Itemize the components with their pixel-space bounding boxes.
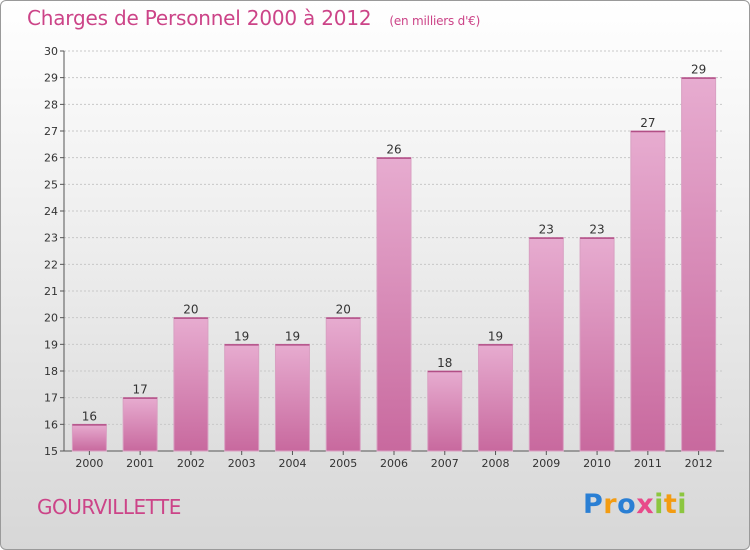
data-label: 20 [183,303,198,317]
x-tick-label: 2008 [482,457,510,470]
bar [478,343,514,452]
y-tick-label: 22 [44,258,58,271]
x-tick-label: 2007 [431,457,459,470]
y-tick-label: 27 [44,125,58,138]
chart-title: Charges de Personnel 2000 à 2012 (en mill… [27,6,480,30]
x-tick-label: 2012 [685,457,713,470]
y-tick-label: 28 [44,98,58,111]
y-tick-label: 15 [44,445,58,458]
y-tick-label: 20 [44,312,58,325]
bar [681,77,717,452]
logo-letter: r [603,489,618,520]
x-tick-label: 2000 [75,457,103,470]
y-tick-label: 21 [44,285,58,298]
bar [325,317,361,452]
x-tick-label: 2011 [634,457,662,470]
x-tick-label: 2009 [532,457,560,470]
data-label: 20 [336,303,351,317]
y-tick-label: 25 [44,178,58,191]
bar [224,343,260,452]
bar [173,317,209,452]
y-tick-label: 23 [44,232,58,245]
logo-letter: o [617,489,637,520]
logo-letter: x [636,489,655,520]
bar [71,423,107,452]
data-label: 18 [437,356,452,370]
bar [274,343,310,452]
proxiti-logo: Proxiti [583,489,687,520]
data-label: 23 [539,223,554,237]
y-tick-label: 29 [44,72,58,85]
y-tick-label: 16 [44,418,58,431]
data-label: 16 [82,409,97,423]
y-tick-label: 24 [44,205,58,218]
data-label: 26 [386,143,401,157]
x-tick-label: 2010 [583,457,611,470]
data-label: 27 [640,116,655,130]
bar [579,237,615,452]
bar [376,157,412,452]
data-label: 19 [285,329,300,343]
data-label: 17 [133,383,148,397]
data-label: 29 [691,63,706,77]
bar [427,370,463,452]
y-tick-label: 18 [44,365,58,378]
logo-letter: t [663,489,678,520]
y-tick-label: 19 [44,338,58,351]
y-tick-label: 26 [44,152,58,165]
bar [630,130,666,452]
logo-letter: i [654,489,664,520]
x-tick-label: 2005 [329,457,357,470]
x-tick-label: 2001 [126,457,154,470]
x-tick-label: 2006 [380,457,408,470]
bar [122,397,158,452]
chart-unit: (en milliers d'€) [389,14,481,28]
x-tick-label: 2003 [228,457,256,470]
data-label: 23 [589,223,604,237]
x-tick-label: 2002 [177,457,205,470]
chart-title-text: Charges de Personnel 2000 à 2012 [27,6,372,30]
x-tick-label: 2004 [278,457,306,470]
commune-name: GOURVILLETTE [37,495,181,519]
bar [528,237,564,452]
data-label: 19 [488,329,503,343]
logo-letter: i [677,489,688,520]
logo-letter: P [583,489,604,520]
y-tick-label: 30 [44,45,58,58]
y-tick-label: 17 [44,392,58,405]
data-label: 19 [234,329,249,343]
